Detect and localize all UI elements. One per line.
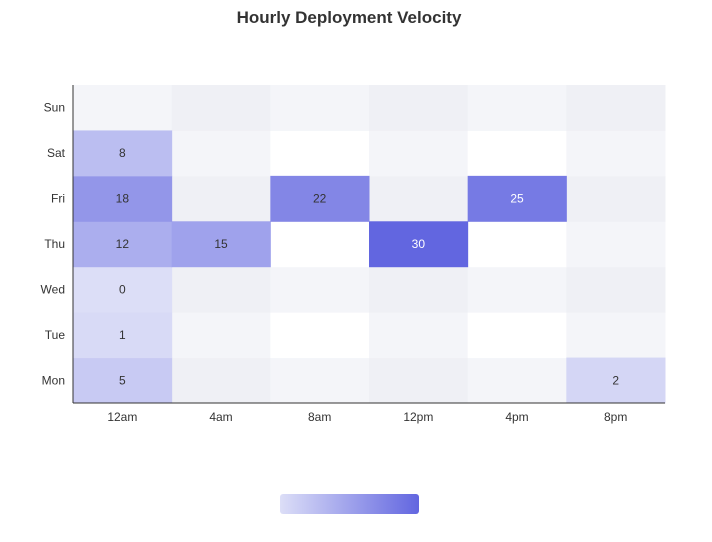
- empty-cell: [566, 130, 666, 177]
- cell-value-label: 2: [612, 373, 619, 387]
- empty-cell: [270, 85, 370, 131]
- heatmap-cell: [171, 221, 271, 268]
- heatmap-cell: [73, 266, 173, 313]
- heatmap-cell: [73, 130, 173, 177]
- empty-cell: [171, 85, 271, 131]
- empty-cell: [467, 221, 567, 268]
- empty-cell: [171, 312, 271, 359]
- cell-value-label: 22: [313, 192, 327, 206]
- empty-cell: [270, 357, 370, 404]
- empty-cell: [171, 357, 271, 404]
- empty-cell: [467, 357, 567, 404]
- x-tick-label: 8am: [308, 410, 331, 424]
- empty-cell: [369, 85, 469, 131]
- cell-value-label: 25: [510, 192, 524, 206]
- empty-cell: [369, 175, 469, 222]
- heatmap-cell: [566, 357, 666, 404]
- empty-cell: [270, 266, 370, 313]
- cell-value-label: 18: [116, 192, 130, 206]
- empty-cell: [171, 266, 271, 313]
- empty-cell: [369, 357, 469, 404]
- empty-cell: [270, 221, 370, 268]
- cell-value-label: 1: [119, 328, 126, 342]
- heatmap-cell: [73, 312, 173, 359]
- empty-cell: [566, 312, 666, 359]
- empty-cell: [566, 221, 666, 268]
- x-tick-label: 12pm: [403, 410, 433, 424]
- heatmap-cell: [369, 221, 469, 268]
- empty-cell: [369, 312, 469, 359]
- y-tick-label: Sun: [44, 101, 65, 115]
- y-tick-label: Thu: [44, 237, 65, 251]
- x-tick-label: 4pm: [505, 410, 528, 424]
- cell-value-label: 12: [116, 237, 130, 251]
- y-tick-label: Sat: [47, 146, 66, 160]
- empty-cell: [171, 130, 271, 177]
- cell-value-label: 30: [412, 237, 426, 251]
- y-tick-label: Fri: [51, 192, 65, 206]
- cell-value-label: 5: [119, 373, 126, 387]
- empty-cell: [270, 312, 370, 359]
- chart-title: Hourly Deployment Velocity: [236, 8, 462, 27]
- cell-value-label: 0: [119, 282, 126, 296]
- empty-cell: [369, 266, 469, 313]
- heatmap-cell: [73, 175, 173, 222]
- heatmap-cell: [73, 221, 173, 268]
- heatmap-cell: [73, 357, 173, 404]
- empty-cell: [171, 175, 271, 222]
- x-tick-label: 8pm: [604, 410, 627, 424]
- heatmap-cell: [467, 175, 567, 222]
- color-scale-legend: [280, 494, 419, 514]
- y-tick-label: Wed: [41, 282, 65, 296]
- y-tick-label: Mon: [42, 373, 65, 387]
- x-tick-label: 12am: [107, 410, 137, 424]
- empty-cell: [369, 130, 469, 177]
- x-tick-label: 4am: [209, 410, 232, 424]
- y-tick-label: Tue: [45, 328, 66, 342]
- empty-cell: [467, 266, 567, 313]
- empty-cell: [467, 130, 567, 177]
- empty-cell: [566, 175, 666, 222]
- empty-cell: [73, 85, 173, 131]
- heatmap-cell: [270, 175, 370, 222]
- empty-cell: [467, 312, 567, 359]
- cell-value-label: 15: [214, 237, 228, 251]
- cell-value-label: 8: [119, 146, 126, 160]
- empty-cell: [566, 85, 666, 131]
- empty-cell: [467, 85, 567, 131]
- empty-cell: [270, 130, 370, 177]
- empty-cell: [566, 266, 666, 313]
